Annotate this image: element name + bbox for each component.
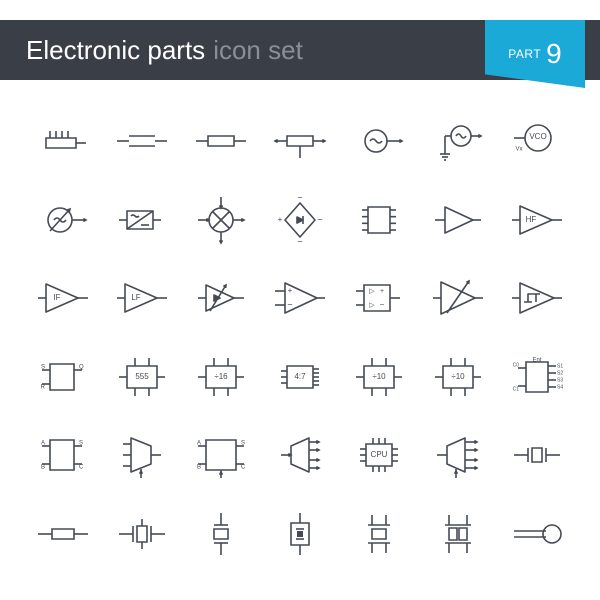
mux-block-abc-icon: A B S C [26, 419, 99, 492]
title-main: Electronic parts [26, 35, 205, 66]
comparator-block-icon: ▷ + ▷− [343, 262, 416, 335]
svg-text:▷: ▷ [369, 288, 375, 295]
svg-text:S: S [79, 441, 83, 447]
part-number: 9 [546, 38, 562, 70]
oscillator-source-icon [343, 105, 416, 178]
mux-trapezoid-icon [105, 419, 178, 492]
crystal-dual2-icon [422, 498, 495, 571]
cpu-icon: CPU [343, 419, 416, 492]
part-badge: PART 9 [485, 20, 585, 88]
svg-text:Q: Q [79, 364, 84, 370]
svg-text:LF: LF [131, 293, 140, 302]
demux-lines-icon [263, 419, 336, 492]
opamp-icon: +− [263, 262, 336, 335]
svg-text:A: A [197, 441, 201, 447]
resistor-box-icon [184, 105, 257, 178]
divider-10a-icon: ÷10 [343, 341, 416, 414]
crystal-a-icon [501, 419, 574, 492]
svg-text:B: B [197, 465, 201, 471]
part-label: PART [508, 47, 541, 61]
svg-text:CPU: CPU [371, 450, 388, 459]
amp-triangle-icon [422, 184, 495, 257]
svg-text:~: ~ [297, 192, 302, 202]
crystal-dual-icon [343, 498, 416, 571]
svg-text:S: S [241, 441, 245, 447]
svg-text:−: − [317, 214, 322, 224]
svg-text:−: − [287, 300, 292, 310]
svg-text:S4: S4 [557, 384, 563, 390]
svg-text:IF: IF [53, 293, 60, 302]
svg-text:+: + [380, 288, 384, 295]
amp-variable-icon [422, 262, 495, 335]
svg-text:4:7: 4:7 [294, 372, 306, 381]
converter-box-icon [105, 184, 178, 257]
header-bar: Electronic parts icon set PART 9 [0, 20, 600, 80]
svg-text:C: C [241, 465, 246, 471]
mixer-circle-icon [184, 184, 257, 257]
mux-out-icon [422, 419, 495, 492]
divider-10b-icon: ÷10 [422, 341, 495, 414]
resistor-tap-icon [263, 105, 336, 178]
crystal-d-icon [184, 498, 257, 571]
svg-text:Ent: Ent [533, 357, 542, 363]
svg-text:÷10: ÷10 [452, 372, 466, 381]
svg-text:+: + [288, 286, 293, 295]
vco-icon: VCO Vx [501, 105, 574, 178]
svg-text:S: S [41, 364, 45, 370]
svg-text:S1: S1 [557, 363, 563, 369]
crystal-box-icon [263, 498, 336, 571]
resistor-open-icon [105, 105, 178, 178]
svg-text:C1: C1 [513, 386, 520, 392]
divider-16-icon: ÷16 [184, 341, 257, 414]
svg-text:C0: C0 [513, 362, 520, 368]
amp-lf-icon: LF [105, 262, 178, 335]
svg-text:−: − [380, 300, 385, 309]
svg-text:A: A [41, 441, 45, 447]
svg-text:VCO: VCO [530, 132, 547, 141]
svg-text:÷10: ÷10 [372, 372, 386, 381]
multi-pin-block-icon [26, 105, 99, 178]
variable-source-icon [26, 184, 99, 257]
demux-block-icon: A B S C [184, 419, 257, 492]
svg-text:S3: S3 [557, 377, 563, 383]
svg-text:~: ~ [297, 236, 302, 246]
svg-text:S2: S2 [557, 370, 563, 376]
amp-hf-icon: HF [501, 184, 574, 257]
crystal-b-icon [26, 498, 99, 571]
svg-text:C: C [79, 465, 84, 471]
oscillator-ground-icon [422, 105, 495, 178]
title-sub: icon set [213, 35, 303, 66]
crystal-c-icon [105, 498, 178, 571]
amp-if-icon: IF [26, 262, 99, 335]
loop-antenna-icon [501, 498, 574, 571]
svg-text:▷: ▷ [369, 302, 375, 309]
svg-text:÷16: ÷16 [214, 372, 228, 381]
bridge-rectifier-icon: ~ ~ + − [263, 184, 336, 257]
amp-adjustable-icon [184, 262, 257, 335]
icon-grid: VCOVx~~+−HFIFLF+−▷+▷−SRQ555÷164:7÷10÷10E… [26, 105, 574, 570]
svg-text:B: B [41, 465, 45, 471]
svg-text:R: R [40, 384, 45, 390]
schmitt-amp-icon [501, 262, 574, 335]
ic-8pin-icon [343, 184, 416, 257]
svg-text:+: + [278, 215, 283, 224]
sr-latch-icon: S R Q [26, 341, 99, 414]
svg-text:Vx: Vx [516, 147, 523, 153]
svg-text:HF: HF [526, 215, 537, 224]
ratio-47-icon: 4:7 [263, 341, 336, 414]
svg-text:555: 555 [135, 372, 149, 381]
encoder-icon: Ent C0 C1 S1S2S3S4 [501, 341, 574, 414]
timer-555-icon: 555 [105, 341, 178, 414]
